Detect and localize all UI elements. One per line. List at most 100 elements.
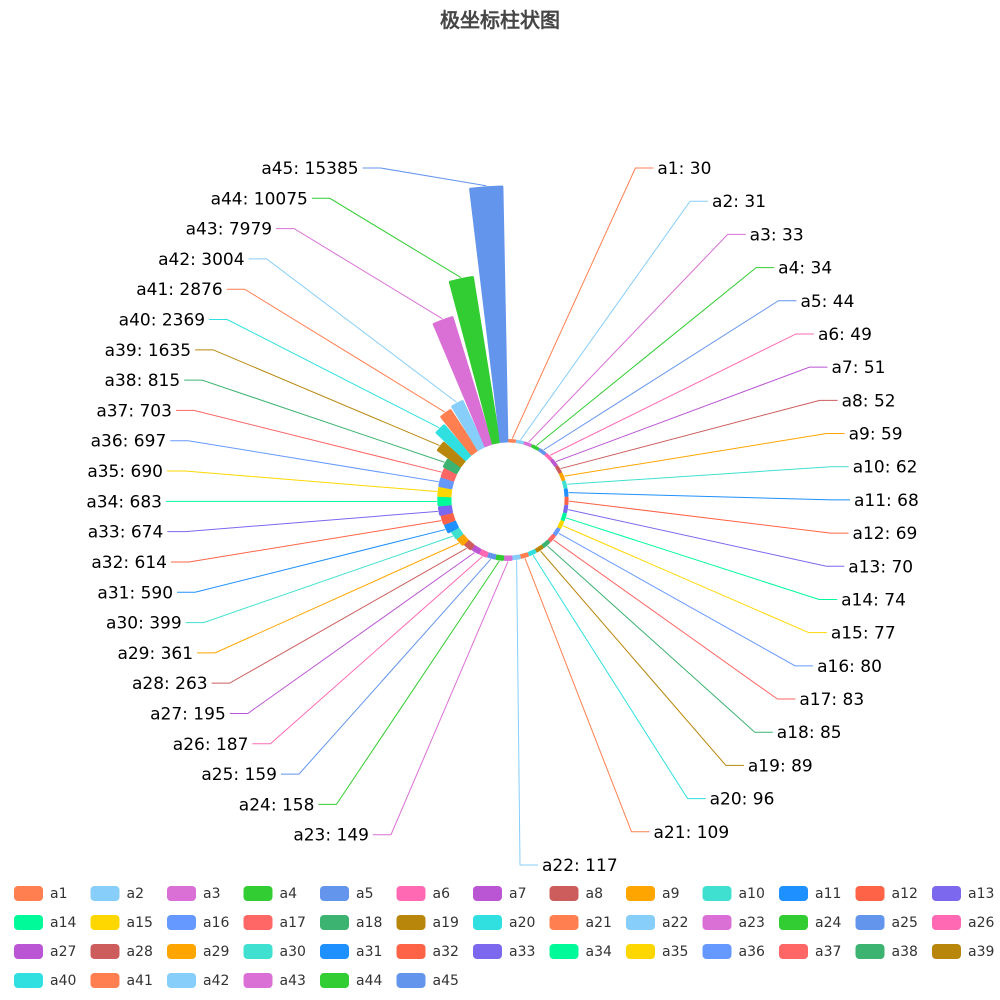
bar-a22[interactable] [511, 554, 521, 561]
leader-line-a18 [547, 545, 773, 733]
bar-a28[interactable] [464, 540, 475, 551]
bar-a9[interactable] [559, 472, 566, 482]
legend-item-a44[interactable]: a44 [320, 973, 382, 989]
bar-a23[interactable] [503, 555, 513, 561]
bar-a3[interactable] [523, 441, 533, 448]
legend-item-a22[interactable]: a22 [626, 915, 688, 931]
bar-a10[interactable] [562, 480, 568, 490]
legend-item-a42[interactable]: a42 [167, 973, 229, 989]
legend-item-a27[interactable]: a27 [14, 944, 76, 960]
bar-a13[interactable] [563, 504, 569, 514]
bar-a33[interactable] [437, 504, 453, 516]
legend-item-a10[interactable]: a10 [702, 886, 765, 902]
legend-item-a29[interactable]: a29 [167, 944, 229, 960]
legend-item-a34[interactable]: a34 [549, 944, 612, 960]
bar-a35[interactable] [437, 486, 453, 498]
bar-a7[interactable] [550, 458, 558, 468]
bar-a11[interactable] [563, 488, 569, 498]
bar-a26[interactable] [478, 549, 489, 558]
legend-item-a16[interactable]: a16 [167, 915, 229, 931]
legend-item-a3[interactable]: a3 [167, 886, 221, 902]
bar-a5[interactable] [538, 448, 547, 456]
legend-item-a26[interactable]: a26 [932, 915, 994, 931]
legend-item-a32[interactable]: a32 [396, 944, 459, 960]
legend-item-a8[interactable]: a8 [549, 886, 604, 902]
legend-item-a17[interactable]: a17 [243, 915, 306, 931]
legend-item-a37[interactable]: a37 [779, 944, 841, 960]
legend-item-a19[interactable]: a19 [396, 915, 459, 931]
legend-item-a18[interactable]: a18 [320, 915, 382, 931]
bar-a16[interactable] [552, 527, 561, 537]
legend-item-a39[interactable]: a39 [932, 944, 994, 960]
leader-line-a21 [524, 558, 650, 833]
bar-a38[interactable] [442, 458, 461, 475]
data-label-a39: a39: 1635 [105, 341, 191, 361]
bar-a30[interactable] [451, 527, 464, 540]
legend-item-a36[interactable]: a36 [702, 944, 765, 960]
bar-a39[interactable] [436, 441, 466, 468]
bar-a43[interactable] [432, 316, 493, 448]
bar-a21[interactable] [519, 552, 529, 559]
bar-a27[interactable] [471, 545, 482, 554]
bar-a37[interactable] [440, 468, 457, 482]
bar-a34[interactable] [437, 496, 452, 507]
bar-a6[interactable] [544, 453, 553, 461]
legend-label: a41 [127, 973, 153, 989]
legend-item-a30[interactable]: a30 [243, 944, 306, 960]
bar-a2[interactable] [515, 439, 525, 445]
bar-a19[interactable] [534, 545, 544, 553]
legend-item-a14[interactable]: a14 [14, 915, 76, 931]
legend-item-a21[interactable]: a21 [549, 915, 612, 931]
legend-item-a40[interactable]: a40 [14, 973, 76, 989]
bar-a44[interactable] [448, 276, 501, 445]
bar-a24[interactable] [495, 554, 505, 561]
bar-a25[interactable] [486, 552, 497, 560]
legend-item-a23[interactable]: a23 [702, 915, 765, 931]
legend-item-a7[interactable]: a7 [473, 886, 527, 902]
legend-item-a6[interactable]: a6 [396, 886, 451, 902]
bar-a18[interactable] [541, 540, 550, 548]
legend-item-a31[interactable]: a31 [320, 944, 382, 960]
legend-item-a9[interactable]: a9 [626, 886, 680, 902]
legend-item-a38[interactable]: a38 [855, 944, 918, 960]
legend-item-a28[interactable]: a28 [90, 944, 153, 960]
bar-a42[interactable] [451, 400, 485, 451]
legend-item-a25[interactable]: a25 [855, 915, 918, 931]
legend-item-a33[interactable]: a33 [473, 944, 535, 960]
leader-line-a40 [209, 319, 440, 429]
legend-item-a13[interactable]: a13 [932, 886, 994, 902]
legend-label: a42 [203, 973, 229, 989]
legend-swatch [626, 944, 655, 959]
bar-a15[interactable] [557, 520, 565, 530]
legend-item-a35[interactable]: a35 [626, 944, 688, 960]
legend-item-a4[interactable]: a4 [243, 886, 298, 902]
legend-item-a43[interactable]: a43 [243, 973, 306, 989]
bar-a36[interactable] [438, 477, 454, 490]
bar-a40[interactable] [435, 424, 472, 461]
legend-item-a12[interactable]: a12 [855, 886, 918, 902]
bar-a29[interactable] [456, 534, 469, 546]
bar-a4[interactable] [531, 444, 540, 451]
bar-a45[interactable] [469, 185, 509, 443]
data-label-a40: a40: 2369 [119, 311, 205, 331]
legend-item-a1[interactable]: a1 [14, 886, 68, 902]
bar-a41[interactable] [440, 409, 478, 456]
leader-line-a24 [318, 560, 500, 805]
bar-a8[interactable] [555, 465, 562, 475]
bar-a12[interactable] [564, 496, 569, 506]
bar-a17[interactable] [547, 534, 556, 543]
legend-item-a5[interactable]: a5 [320, 886, 374, 902]
legend-item-a20[interactable]: a20 [473, 915, 535, 931]
bar-a32[interactable] [440, 512, 456, 525]
legend-item-a11[interactable]: a11 [779, 886, 841, 902]
legend-item-a24[interactable]: a24 [779, 915, 841, 931]
bar-a14[interactable] [560, 512, 567, 522]
legend-swatch [702, 886, 732, 901]
bar-a1[interactable] [507, 439, 517, 443]
legend-item-a2[interactable]: a2 [90, 886, 145, 902]
bar-a31[interactable] [444, 520, 459, 534]
legend-item-a45[interactable]: a45 [396, 973, 459, 989]
legend-item-a15[interactable]: a15 [90, 915, 153, 931]
legend-item-a41[interactable]: a41 [90, 973, 153, 989]
bar-a20[interactable] [527, 549, 537, 557]
